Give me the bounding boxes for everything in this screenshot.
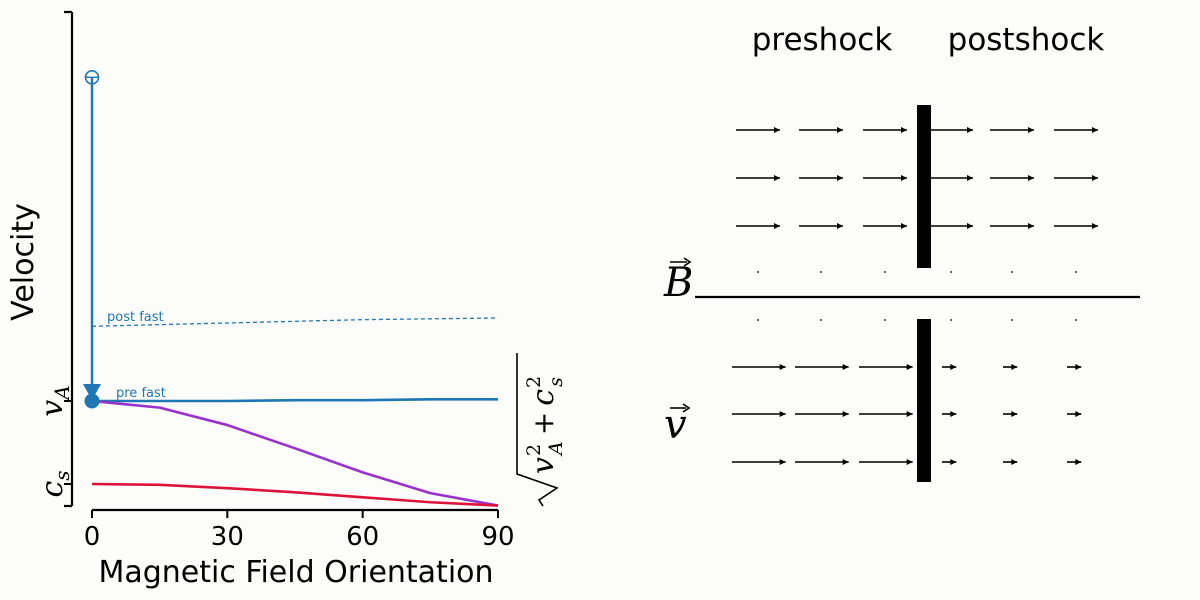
- v-field-label: v: [664, 402, 691, 448]
- series-line-alfven: [91, 399, 499, 507]
- series-line-post_fast: [91, 317, 499, 327]
- shock-front-b-panel: [917, 105, 931, 268]
- jump-end-dot: [84, 393, 100, 409]
- x-tick-label-30: 30: [211, 522, 244, 552]
- shock-front-v-panel: [917, 319, 931, 482]
- grid-dots: [757, 271, 1077, 321]
- svg-text:v2A+c2s: v2A+c2s: [523, 376, 567, 474]
- postshock-label: postshock: [948, 22, 1105, 58]
- svg-text:v: v: [664, 402, 687, 448]
- series-line-pre_fast: [92, 398, 498, 403]
- grid-dot: [1075, 319, 1077, 321]
- grid-dot: [950, 271, 952, 273]
- x-axis-label: Magnetic Field Orientation: [98, 555, 493, 590]
- right-label-sqrt: v2A+c2s: [516, 353, 567, 507]
- grid-dot: [820, 319, 822, 321]
- grid-dot: [820, 271, 822, 273]
- series-group: [91, 317, 499, 507]
- x-ticks: 0 30 60 90: [84, 510, 515, 552]
- x-tick-label-0: 0: [84, 522, 101, 552]
- pre-fast-label: pre fast: [116, 386, 166, 401]
- grid-dot: [1075, 271, 1077, 273]
- svg-text:B: B: [663, 260, 693, 306]
- grid-dot: [884, 319, 886, 321]
- b-field-label: B: [663, 257, 693, 306]
- preshock-label: preshock: [752, 22, 893, 58]
- velocity-chart: vA cs 0 30 60 90 Magnetic Field Orientation…: [6, 10, 567, 590]
- x-tick-label-90: 90: [481, 522, 514, 552]
- y-tick-label-vA: vA: [35, 385, 74, 416]
- jump-marker: [83, 70, 101, 409]
- grid-dot: [757, 271, 759, 273]
- velocity-arrows: [732, 364, 1082, 465]
- grid-dot: [884, 271, 886, 273]
- x-tick-label-60: 60: [346, 522, 379, 552]
- shock-diagram: preshock postshock B v: [663, 22, 1140, 482]
- y-tick-label-cs: cs: [35, 470, 74, 497]
- svg-text:cs: cs: [35, 470, 74, 497]
- post-fast-label: post fast: [107, 310, 164, 325]
- svg-text:vA: vA: [35, 385, 74, 416]
- grid-dot: [757, 319, 759, 321]
- grid-dot: [950, 319, 952, 321]
- y-axis-label: Velocity: [6, 203, 41, 321]
- grid-dot: [1011, 319, 1013, 321]
- series-line-slow: [91, 482, 499, 507]
- jump-arrow-triangle: [83, 384, 101, 400]
- b-field-arrows: [736, 127, 1098, 229]
- grid-dot: [1011, 271, 1013, 273]
